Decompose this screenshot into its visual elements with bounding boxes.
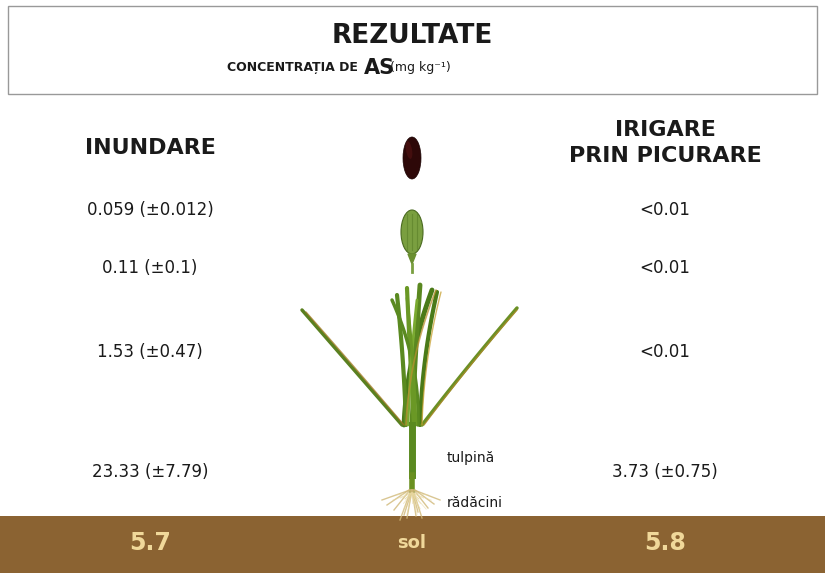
Text: 5.7: 5.7 [129, 531, 171, 555]
FancyBboxPatch shape [8, 6, 817, 94]
Text: 5.8: 5.8 [644, 531, 686, 555]
Text: IRIGARE
PRIN PICURARE: IRIGARE PRIN PICURARE [568, 120, 761, 166]
Text: <0.01: <0.01 [639, 201, 691, 219]
Text: tulpină: tulpină [447, 451, 495, 465]
Text: (mg kg⁻¹): (mg kg⁻¹) [386, 61, 450, 74]
Text: 3.73 (±0.75): 3.73 (±0.75) [612, 463, 718, 481]
Text: <0.01: <0.01 [639, 343, 691, 361]
Text: REZULTATE: REZULTATE [332, 23, 493, 49]
Text: 0.11 (±0.1): 0.11 (±0.1) [102, 259, 198, 277]
Text: <0.01: <0.01 [639, 259, 691, 277]
Text: AS: AS [364, 58, 395, 78]
Text: 0.059 (±0.012): 0.059 (±0.012) [87, 201, 214, 219]
Text: sol: sol [398, 534, 427, 552]
Ellipse shape [403, 137, 421, 179]
Text: 23.33 (±7.79): 23.33 (±7.79) [92, 463, 208, 481]
Polygon shape [408, 254, 416, 264]
Text: INUNDARE: INUNDARE [84, 138, 215, 158]
Text: 1.53 (±0.47): 1.53 (±0.47) [97, 343, 203, 361]
Ellipse shape [401, 210, 423, 254]
Text: rădăcini: rădăcini [447, 496, 503, 510]
Bar [0, 516, 825, 573]
Text: CONCENTRAȚIA DE: CONCENTRAȚIA DE [227, 61, 362, 74]
Ellipse shape [406, 141, 412, 159]
